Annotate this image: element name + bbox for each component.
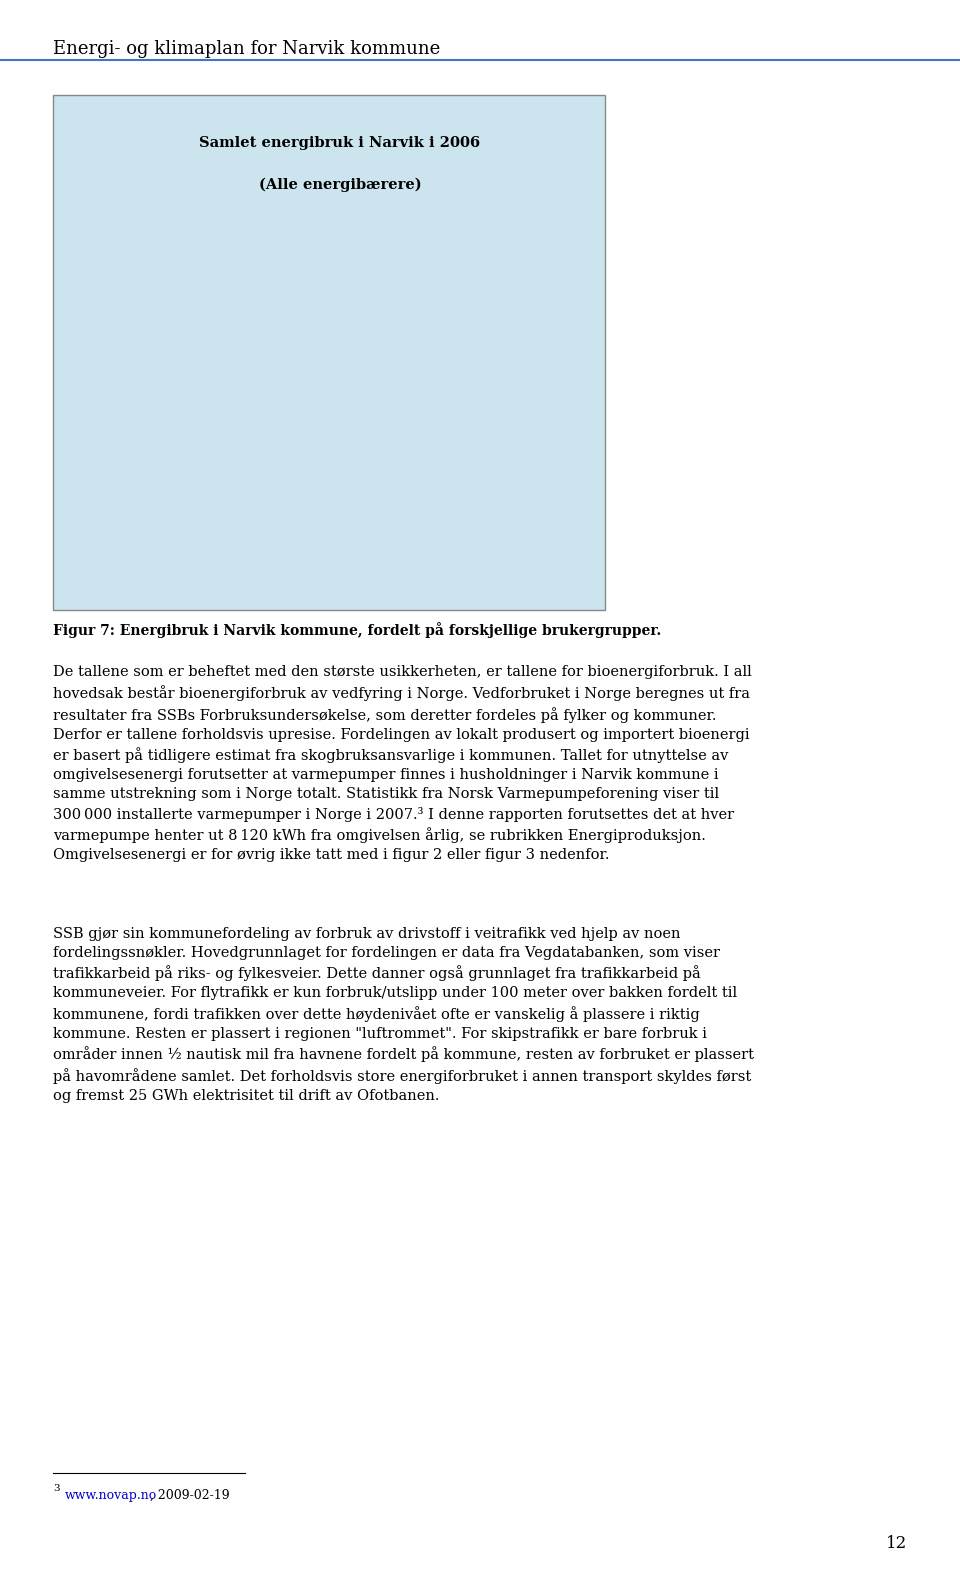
- Text: 3: 3: [53, 1484, 60, 1494]
- Y-axis label: [GWh/år]: [GWh/år]: [70, 328, 84, 386]
- Text: 51,9: 51,9: [197, 437, 224, 448]
- Text: 0,5: 0,5: [142, 499, 161, 510]
- Text: Samlet energibruk i Narvik i 2006: Samlet energibruk i Narvik i 2006: [200, 136, 480, 150]
- Bar: [368, 364, 406, 512]
- Text: www.novap.no: www.novap.no: [65, 1489, 157, 1502]
- Bar: [251, 337, 289, 512]
- Text: Energi- og klimaplan for Narvik kommune: Energi- og klimaplan for Narvik kommune: [53, 40, 440, 57]
- Text: , 2009-02-19: , 2009-02-19: [150, 1489, 229, 1502]
- Text: 123,9: 123,9: [370, 352, 404, 363]
- Bar: [191, 450, 229, 512]
- Text: SSB gjør sin kommunefordeling av forbruk av drivstoff i veitrafikk ved hjelp av : SSB gjør sin kommunefordeling av forbruk…: [53, 927, 754, 1102]
- Bar: [544, 455, 583, 512]
- Text: 48: 48: [556, 442, 572, 453]
- Text: 203,1: 203,1: [311, 258, 346, 269]
- Bar: [427, 510, 466, 512]
- Text: (Alle energibærere): (Alle energibærere): [258, 177, 421, 192]
- Text: 12: 12: [886, 1535, 907, 1552]
- Text: 5,9: 5,9: [495, 493, 515, 504]
- Text: 1,7: 1,7: [437, 497, 456, 508]
- Text: De tallene som er beheftet med den største usikkerheten, er tallene for bioenerg: De tallene som er beheftet med den størs…: [53, 665, 752, 862]
- Bar: [309, 271, 348, 512]
- Text: Figur 7: Energibruk i Narvik kommune, fordelt på forskjellige brukergrupper.: Figur 7: Energibruk i Narvik kommune, fo…: [53, 623, 661, 638]
- Text: 147,6: 147,6: [252, 323, 287, 334]
- Bar: [486, 505, 524, 512]
